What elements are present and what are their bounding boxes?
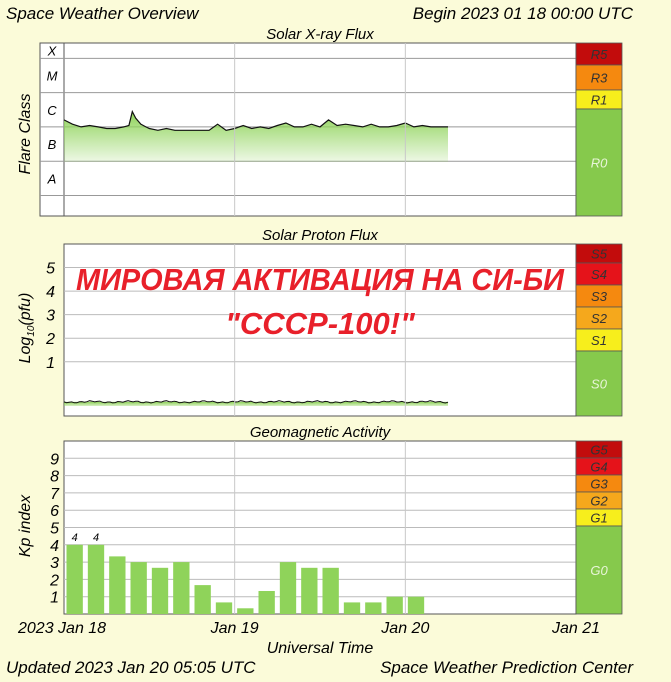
proton-flux-area — [64, 401, 448, 406]
scale-label: G4 — [590, 460, 607, 475]
xray-chart-title: Solar X-ray Flux — [266, 26, 374, 43]
x-tick-label: Jan 19 — [210, 620, 259, 637]
overlay-line-2: "СССР-100!" — [225, 306, 416, 341]
xray-flux-area — [64, 111, 448, 162]
scale-label: S5 — [591, 247, 608, 262]
scale-label: S3 — [591, 289, 608, 304]
scale-label: S0 — [591, 377, 608, 392]
proton-chart-title: Solar Proton Flux — [262, 227, 378, 244]
scale-label: R3 — [591, 71, 608, 86]
scale-label: R0 — [591, 156, 608, 171]
scale-level-r0 — [575, 108, 623, 217]
kp-bar — [215, 602, 233, 614]
x-tick-label: 2023 Jan 18 — [17, 620, 106, 637]
xray-axis-label: Flare Class — [17, 94, 34, 175]
proton-flux-line — [63, 400, 449, 404]
flare-class-label: A — [47, 171, 57, 186]
kp-bar — [258, 590, 275, 614]
proton-axis-label: Log10(pfu) — [17, 293, 37, 364]
proton-tick-label: 5 — [46, 261, 55, 278]
page-title: Space Weather Overview — [6, 4, 199, 23]
kp-tick-label: 5 — [50, 521, 59, 538]
kp-bar-label: 4 — [72, 532, 78, 544]
kp-bar — [151, 567, 169, 614]
scale-label: S4 — [591, 267, 607, 282]
overlay-line-1: МИРОВАЯ АКТИВАЦИЯ НА СИ-БИ — [76, 262, 565, 297]
kp-axis-label: Kp index — [17, 494, 34, 557]
xray-flux-line — [63, 109, 448, 131]
kp-tick-label: 7 — [50, 486, 60, 503]
kp-bar — [386, 596, 403, 614]
scale-label: G2 — [590, 494, 608, 509]
proton-tick-label: 1 — [46, 355, 55, 372]
kp-tick-label: 2 — [49, 572, 59, 589]
x-tick-label: Jan 20 — [380, 620, 429, 637]
scale-level-r3 — [575, 64, 623, 91]
proton-plot-area — [63, 243, 577, 417]
prediction-center: Space Weather Prediction Center — [380, 658, 633, 677]
kp-tick-label: 1 — [50, 590, 59, 607]
kp-chart-title: Geomagnetic Activity — [250, 424, 392, 441]
kp-bar — [87, 544, 105, 614]
kp-bar — [66, 544, 83, 614]
flare-class-label: B — [48, 137, 57, 152]
kp-bar — [322, 567, 339, 614]
scale-label: S1 — [591, 333, 607, 348]
updated-timestamp: Updated 2023 Jan 20 05:05 UTC — [6, 658, 256, 677]
flare-class-label: X — [47, 44, 58, 59]
kp-tick-label: 6 — [50, 503, 59, 520]
kp-bar-label: 4 — [93, 532, 99, 544]
scale-label: G3 — [590, 477, 608, 492]
kp-bar — [194, 585, 211, 614]
scale-label: R5 — [591, 47, 608, 62]
kp-bar — [365, 602, 382, 614]
kp-bar — [301, 567, 318, 614]
x-tick-label: Jan 21 — [551, 620, 600, 637]
kp-tick-label: 9 — [50, 451, 59, 468]
begin-timestamp: Begin 2023 01 18 00:00 UTC — [412, 4, 633, 23]
xray-class-column — [39, 42, 65, 217]
scale-label: G0 — [590, 563, 608, 578]
kp-bar — [407, 596, 425, 614]
kp-bar — [279, 562, 297, 614]
kp-bar — [109, 556, 126, 614]
scale-label: R1 — [591, 93, 608, 108]
kp-bar — [130, 562, 147, 614]
scale-label: G5 — [590, 443, 608, 458]
kp-tick-label: 3 — [50, 555, 59, 572]
scale-label: G1 — [590, 511, 607, 526]
flare-class-label: C — [47, 103, 57, 118]
kp-bar — [237, 608, 254, 614]
kp-bar — [173, 562, 190, 614]
scale-level-g0 — [575, 525, 623, 615]
proton-tick-label: 3 — [46, 308, 55, 325]
proton-tick-label: 2 — [45, 331, 55, 348]
flare-class-label: M — [47, 69, 58, 84]
scale-label: S2 — [591, 311, 608, 326]
x-axis-label: Universal Time — [267, 640, 374, 657]
kp-bar — [343, 602, 361, 614]
proton-tick-label: 4 — [46, 284, 55, 301]
kp-tick-label: 8 — [50, 469, 59, 486]
kp-tick-label: 4 — [50, 538, 59, 555]
scale-level-s0 — [575, 350, 623, 417]
